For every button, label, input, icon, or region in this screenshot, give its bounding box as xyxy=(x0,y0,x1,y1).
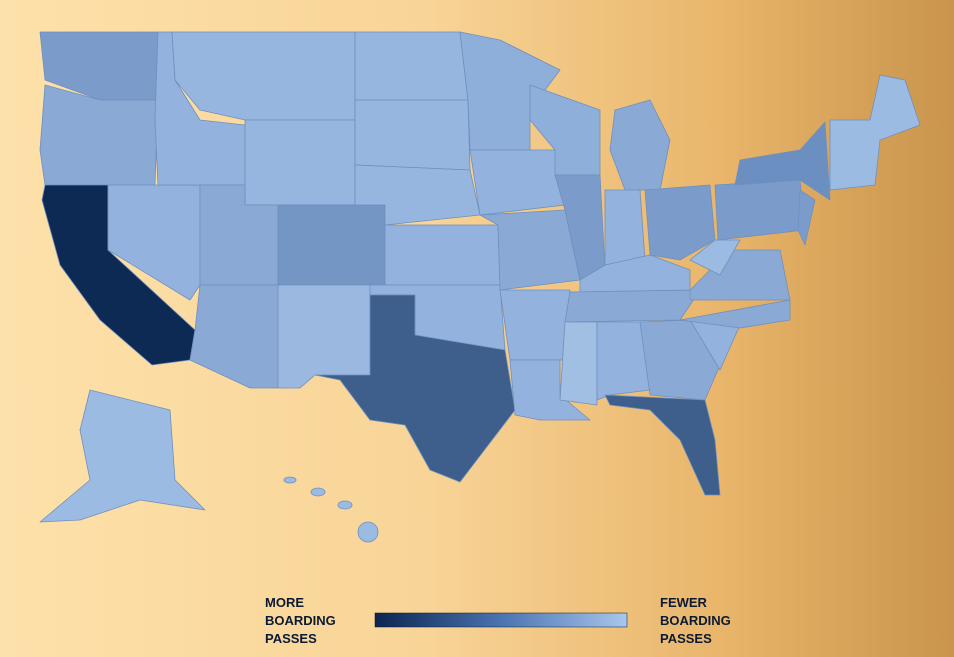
state xyxy=(171,31,356,121)
state xyxy=(689,239,741,276)
state xyxy=(604,189,646,266)
legend-label: BOARDING xyxy=(660,613,731,628)
state xyxy=(384,224,501,286)
state xyxy=(189,284,279,389)
legend-label: FEWER xyxy=(660,595,708,610)
state xyxy=(609,99,671,191)
state xyxy=(277,284,371,389)
state xyxy=(337,500,353,510)
state xyxy=(797,189,816,246)
state xyxy=(244,119,356,206)
state xyxy=(479,209,581,291)
state xyxy=(564,289,701,323)
state xyxy=(354,99,471,171)
state xyxy=(734,121,831,201)
color-scale xyxy=(374,612,628,628)
state xyxy=(679,299,791,329)
legend-label: PASSES xyxy=(660,631,712,646)
state xyxy=(314,294,516,483)
state xyxy=(39,84,159,186)
state xyxy=(354,31,469,101)
legend-label: PASSES xyxy=(265,631,317,646)
state xyxy=(604,394,721,496)
state xyxy=(714,179,806,241)
states xyxy=(39,31,921,543)
state xyxy=(459,31,561,151)
state xyxy=(509,359,591,421)
state xyxy=(39,389,206,523)
legend-label: BOARDING xyxy=(265,613,336,628)
state xyxy=(469,149,566,216)
state xyxy=(277,204,386,286)
state xyxy=(310,487,326,497)
state xyxy=(357,521,379,543)
state xyxy=(559,321,598,406)
state xyxy=(499,289,571,361)
state xyxy=(283,476,297,484)
state xyxy=(829,74,921,191)
legend: MORE BOARDING PASSES FEWER BOARDING PASS… xyxy=(265,595,731,646)
state xyxy=(596,321,651,401)
legend-label: MORE xyxy=(265,595,304,610)
state xyxy=(644,184,716,261)
